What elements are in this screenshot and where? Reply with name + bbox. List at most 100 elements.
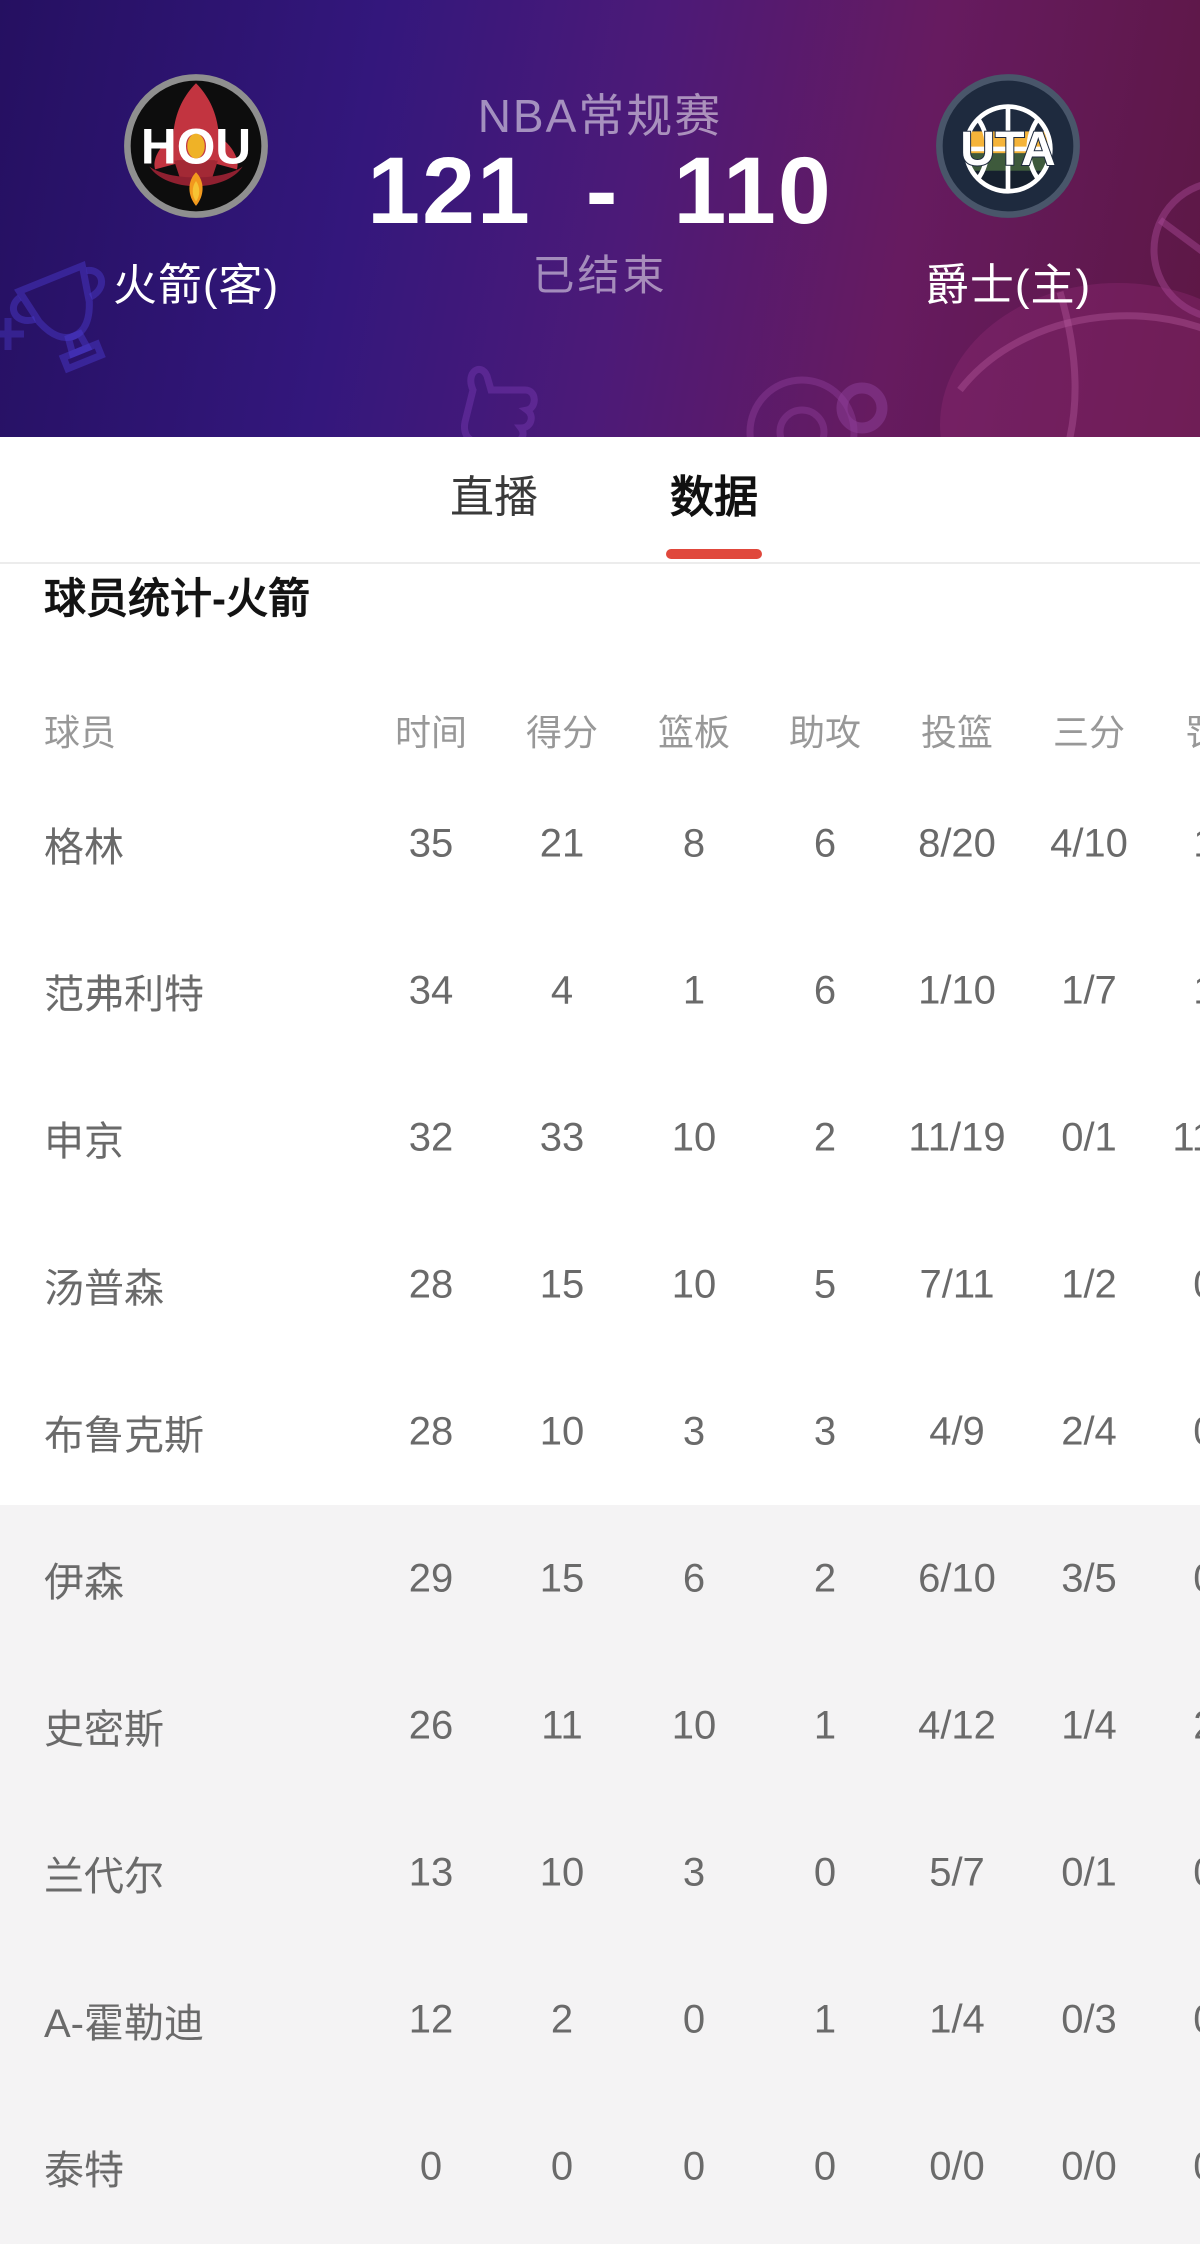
stat-cell: 0/1 [1193,1262,1200,1307]
player-row: 范弗利特 34 4 1 6 1/10 1/7 1/2 [0,917,1200,1064]
stat-cell: 2 [813,1115,837,1159]
stat-cell: 1 [682,968,706,1012]
stat-cell: 0/1 [1061,1850,1117,1894]
bench-rows: 伊森2915626/103/50/0史密斯26111014/121/42/2兰代… [0,1505,1200,2244]
stat-cell: 1/2 [1193,968,1200,1013]
stat-cell: 21 [539,821,585,865]
stat-cell: 10 [671,1703,717,1747]
stat-cell: 3 [682,1850,706,1894]
away-team: HOU 火箭(客) [46,73,346,313]
tab-bar: 直播 数据 [0,437,1200,564]
stat-cell: 3 [682,1409,706,1453]
stat-cell: 0/0 [929,2144,985,2188]
stat-cell: 1/10 [918,968,996,1012]
player-name-cell: 泰特 [44,2148,124,2193]
home-team: UTA 爵士(主) [858,73,1158,313]
stat-cell: 0/0 [1193,1850,1200,1895]
stat-cell: 1/2 [1193,821,1200,866]
stat-cell: 2 [550,1997,574,2041]
stat-cell: 1/4 [929,1997,985,2041]
stat-cell: 0 [813,2144,837,2188]
stat-cell: 28 [408,1409,454,1453]
stat-cell: 0 [682,1997,706,2041]
stat-cell: 4 [550,968,574,1012]
stat-cell: 2/2 [1193,1703,1200,1748]
tab-live[interactable]: 直播 [450,473,538,522]
stat-cell: 1/2 [1061,1262,1117,1306]
stat-cell: 33 [539,1115,585,1159]
away-score: 121 [367,137,532,244]
stat-cell: 0 [550,2144,574,2188]
stat-cell: 5 [813,1262,837,1306]
player-row: 伊森 29 15 6 2 6/10 3/5 0/0 [0,1505,1200,1652]
col-7: 罚球 [1185,704,1200,756]
stat-cell: 0/1 [1061,1115,1117,1159]
col-player: 球员 [44,712,117,753]
player-row: 格林 35 21 8 6 8/20 4/10 1/2 [0,770,1200,917]
player-name-cell: A-霍勒迪 [44,2001,204,2046]
stat-cell: 28 [408,1262,454,1306]
stat-cell: 35 [408,821,454,865]
stat-cell: 29 [408,1556,454,1600]
stat-cell: 26 [408,1703,454,1747]
player-name-cell: 兰代尔 [44,1854,164,1899]
stat-cell: 0/3 [1061,1997,1117,2041]
match-status: 已结束 [532,252,668,299]
stat-cell: 6 [813,821,837,865]
stat-cell: 2/4 [1061,1409,1117,1453]
stat-cell: 6 [813,968,837,1012]
col-2: 得分 [525,712,599,753]
stat-cell: 10 [539,1409,585,1453]
stat-cell: 0 [682,2144,706,2188]
stat-cell: 34 [408,968,454,1012]
stat-cell: 1/4 [1061,1703,1117,1747]
player-row: 汤普森 28 15 10 5 7/11 1/2 0/1 [0,1211,1200,1358]
stat-cell: 8/20 [918,821,996,865]
stat-cell: 10 [671,1115,717,1159]
stat-cell: 3/5 [1061,1556,1117,1600]
stat-cell: 13 [408,1850,454,1894]
stat-cell: 5/7 [929,1850,985,1894]
player-stats-table: 球员时间得分篮板助攻投篮三分罚球 格林3521868/204/101/2范弗利特… [0,690,1200,2244]
stat-cell: 4/10 [1050,821,1128,865]
jazz-logo-icon: UTA [936,74,1080,218]
player-row: 申京 32 33 10 2 11/19 0/1 11/12 [0,1064,1200,1211]
stat-cell: 6/10 [918,1556,996,1600]
stat-cell: 11/12 [1172,1115,1200,1159]
col-1: 时间 [394,712,468,753]
stat-cell: 11 [541,1703,583,1747]
stat-cell: 15 [539,1262,585,1306]
player-name-cell: 范弗利特 [44,972,204,1017]
match-header: NBA常规赛 121 - 110 已结束 HOU 火箭(客) [0,0,1200,437]
stat-cell: 7/11 [919,1262,995,1306]
stat-cell: 15 [539,1556,585,1600]
stat-cell: 0/0 [1193,1556,1200,1601]
stat-cell: 10 [671,1262,717,1306]
player-name-cell: 格林 [44,825,124,870]
active-tab-underline [666,549,762,559]
rockets-logo-icon: HOU [124,74,268,218]
player-name-cell: 汤普森 [44,1266,164,1311]
stat-cell: 0 [813,1850,837,1894]
tab-stats[interactable]: 数据 [670,473,758,522]
player-name-cell: 史密斯 [44,1707,164,1752]
away-team-name: 火箭(客) [112,261,280,310]
section-title: 球员统计-火箭 [44,575,310,622]
score-dash: - [585,137,620,244]
stat-cell: 1 [813,1703,837,1747]
table-header-row: 球员 时间 得分 篮板 助攻 投篮 三分 罚球 [0,690,1200,770]
stat-cell: 0/0 [1193,2144,1200,2189]
stat-cell: 3 [813,1409,837,1453]
stat-cell: 6 [682,1556,706,1600]
col-6: 三分 [1052,712,1126,753]
player-row: 兰代尔 13 10 3 0 5/7 0/1 0/0 [0,1799,1200,1946]
svg-text:UTA: UTA [960,122,1055,176]
home-team-name: 爵士(主) [924,261,1092,310]
score: 121 - 110 [0,138,1200,244]
stat-cell: 8 [682,821,706,865]
starters-rows: 格林3521868/204/101/2范弗利特344161/101/71/2申京… [0,770,1200,1505]
home-score: 110 [673,137,833,244]
player-row: 史密斯 26 11 10 1 4/12 1/4 2/2 [0,1652,1200,1799]
player-name-cell: 申京 [44,1119,124,1164]
